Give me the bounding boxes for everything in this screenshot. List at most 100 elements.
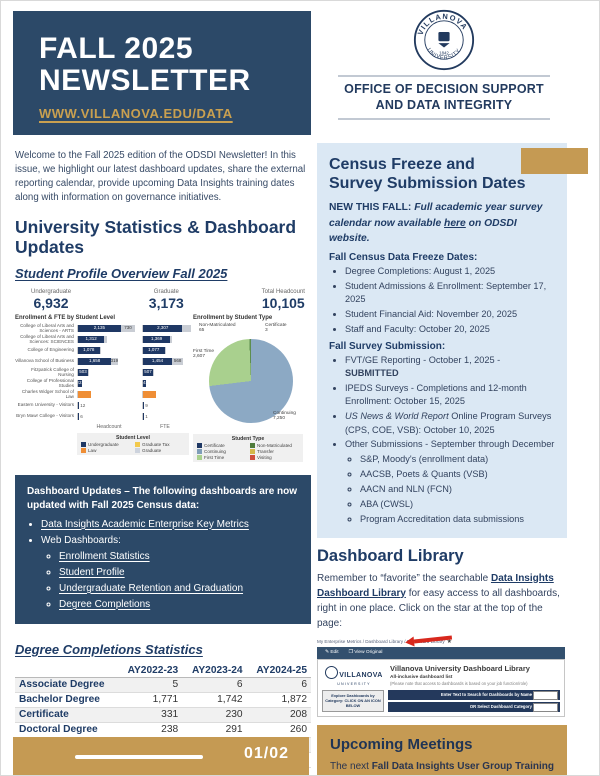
dashboard-library-link[interactable]: Data Insights Dashboard Library (317, 572, 554, 599)
dashboard-library-heading: Dashboard Library (317, 546, 464, 565)
upcoming-meetings-heading: Upcoming Meetings (330, 735, 473, 753)
list-item: Staff and Faculty: October 20, 2025 (345, 323, 555, 336)
bar-axis-labels: Headcount FTE (96, 423, 170, 430)
survey-submission-heading: Fall Survey Submission: (329, 340, 446, 352)
kpi-total-headcount: Total Headcount 10,105 (262, 289, 305, 311)
column-header: AY2023-24 (182, 663, 247, 678)
list-item: FVT/GE Reporting - October 1, 2025 - SUB… (345, 354, 555, 381)
svg-text:1842: 1842 (439, 50, 449, 55)
kpi-label: Undergraduate (31, 288, 72, 295)
bar-row: Eastern University - Visitors 12 9 (15, 400, 191, 411)
library-panel: VILLANOVA UNIVERSITY Villanova Universit… (317, 658, 565, 717)
list-item: AACN and NLN (FCN) (360, 483, 555, 496)
bar-fte: 1,077 (143, 346, 165, 354)
degree-completions-subheading: Degree Completions Statistics (15, 641, 203, 657)
legend-entry: Certificate (197, 442, 246, 448)
bar-row: College of Engineering 1,078 1,077 (15, 345, 191, 356)
bar-headcount: 2,135 (78, 324, 121, 332)
villanova-logo: VILLANOVA UNIVERSITY (322, 664, 386, 686)
web-dashboards-label: Web Dashboards: (41, 534, 121, 546)
bar-row: College of Liberal Arts and Sciences: SC… (15, 334, 191, 345)
legend-entry: Transfer (250, 448, 299, 454)
legend-entry: Non-Matriculated (250, 442, 299, 448)
list-item: Student Profile (59, 566, 299, 579)
list-item: Undergraduate Retention and Graduation (59, 582, 299, 595)
link-student-profile[interactable]: Student Profile (59, 566, 125, 578)
list-item: Degree Completions (59, 598, 299, 611)
list-item: AACSB, Poets & Quants (VSB) (360, 468, 555, 481)
meetings-paragraph-1: The next Fall Data Insights User Group T… (330, 759, 554, 775)
category-input[interactable] (533, 703, 558, 713)
student-level-legend: Student Level Undergraduate Graduate Tax… (77, 432, 189, 455)
bar-fte: 142 (143, 379, 146, 387)
bar-headcount (78, 401, 80, 409)
list-item: S&P, Moody's (enrollment data) (360, 453, 555, 466)
list-item: IPEDS Surveys - Completions and 12-month… (345, 382, 555, 409)
bar-headcount: 221 (78, 379, 83, 387)
bar-headcount: 1,658 (78, 357, 112, 365)
pie-label-certificate: Certificate 3 (265, 322, 287, 334)
dashboard-library-paragraph: Remember to “favorite” the searchable Da… (317, 572, 560, 629)
census-freeze-box: Census Freeze and Survey Submission Date… (317, 143, 588, 538)
gold-decoration (521, 148, 588, 174)
student-type-pie-chart: Enrollment by Student Type Non-Matricula… (193, 315, 311, 462)
bar-headcount (78, 390, 91, 398)
list-item: Student Financial Aid: November 20, 2025 (345, 308, 555, 321)
view-original-button[interactable]: ❐ View Original (348, 650, 383, 656)
legend-entry: First Time (197, 454, 246, 460)
pie-label-continuing: Continuing 7,250 (273, 410, 296, 422)
student-type-legend: Student Type Certificate Non-Matriculate… (193, 433, 303, 462)
link-degree-completions[interactable]: Degree Completions (59, 598, 151, 610)
search-dashboards-bar[interactable]: Enter Text to Search for Dashboards by N… (388, 689, 560, 701)
bar-headcount-secondary: 319 (111, 357, 118, 365)
link-enrollment-statistics[interactable]: Enrollment Statistics (59, 550, 150, 562)
kpi-undergraduate: Undergraduate 6,932 (31, 289, 71, 311)
legend-entry: Undergraduate (81, 441, 131, 447)
library-note: (Please note that access to dashboards i… (390, 680, 528, 686)
bar-fte: 1,369 (143, 335, 171, 343)
kpi-value: 6,932 (33, 294, 69, 311)
edit-button[interactable]: ✎ Edit (325, 650, 339, 656)
bar-fte-secondary (153, 368, 155, 376)
office-line2: AND DATA INTEGRITY (375, 98, 513, 113)
survey-calendar-link[interactable]: here (444, 217, 466, 229)
list-item: Student Admissions & Enrollment: Septemb… (345, 280, 555, 307)
favorite-star-icon[interactable]: ★ (446, 638, 453, 645)
screenshot-toolbar: ✎ Edit ❐ View Original (317, 646, 565, 659)
explore-dashboards-button[interactable]: Explore Dashboards by Category: CLICK ON… (322, 689, 384, 712)
legend-entry: Graduate (135, 447, 185, 453)
bar-headcount-secondary (99, 346, 102, 354)
kpi-label: Graduate (153, 288, 179, 295)
newsletter-title: FALL 2025 NEWSLETTER (39, 32, 311, 98)
left-column: Welcome to the Fall 2025 edition of the … (15, 149, 311, 768)
bar-chart-title: Enrollment & FTE by Student Level (15, 314, 116, 321)
student-profile-subheading: Student Profile Overview Fall 2025 (15, 265, 228, 281)
link-academic-enterprise-key-metrics[interactable]: Data Insights Academic Enterprise Key Me… (41, 518, 249, 530)
link-ug-retention-graduation[interactable]: Undergraduate Retention and Graduation (59, 582, 244, 594)
table-header-row: AY2022-23 AY2023-24 AY2024-25 (15, 663, 311, 678)
dashboard-library-screenshot: My Enterprise Metrics / Dashboard Librar… (317, 635, 565, 717)
masthead: FALL 2025 NEWSLETTER WWW.VILLANOVA.EDU/DA… (13, 11, 311, 135)
stats-section-heading: University Statistics & Dashboard Update… (15, 217, 297, 258)
org-header: VILLANOVA UNIVERSITY 1842 OFFICE OF DECI… (319, 7, 569, 137)
freeze-dates-heading: Fall Census Data Freeze Dates: (329, 251, 478, 263)
bar-headcount-secondary (88, 368, 90, 376)
select-category-bar[interactable]: OR Select Dashboard Category (388, 701, 560, 713)
bar-fte (143, 390, 156, 398)
updates-intro: Dashboard Updates – The following dashbo… (27, 485, 298, 511)
search-input[interactable] (533, 691, 558, 701)
bar-row: Villanova School of Business 1,658319 1,… (15, 356, 191, 367)
list-item: US News & World Report Online Program Su… (345, 410, 555, 437)
legend-entry: Law (81, 447, 131, 453)
enrollment-bar-chart: Enrollment & FTE by Student Level Colleg… (15, 315, 191, 462)
bar-headcount-secondary (104, 335, 107, 343)
title-line2: NEWSLETTER (39, 64, 251, 98)
legend-entry: Visiting (250, 454, 299, 460)
kpi-row: Undergraduate 6,932 Graduate 3,173 Total… (15, 289, 311, 311)
pie-chart-title: Enrollment by Student Type (193, 314, 273, 321)
bar-fte-secondary (170, 335, 173, 343)
bar-headcount: 503 (78, 368, 89, 376)
website-link[interactable]: WWW.VILLANOVA.EDU/DATA (39, 105, 233, 121)
bar-fte: 1,454 (143, 357, 173, 365)
